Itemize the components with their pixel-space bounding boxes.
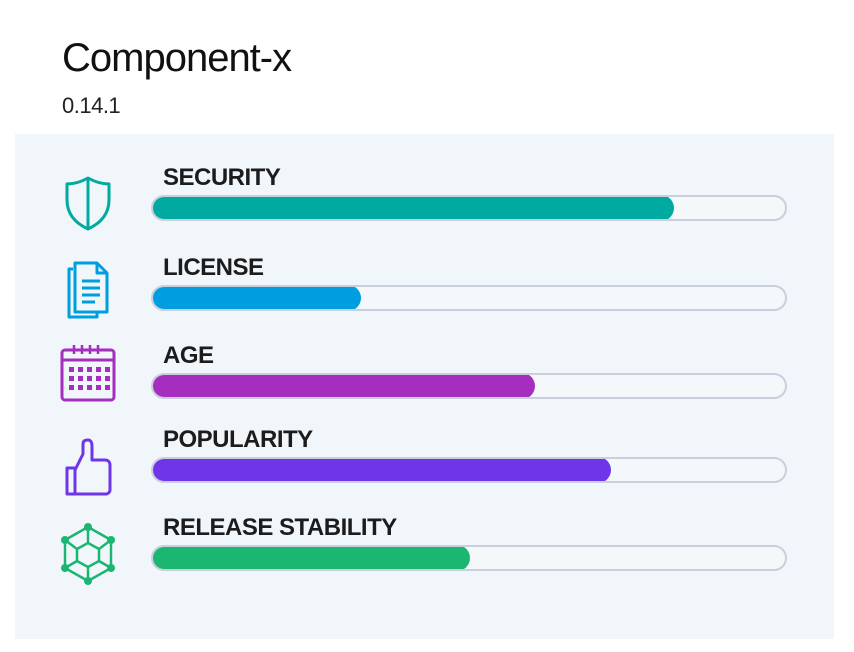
metric-security: SECURITY <box>15 164 834 234</box>
metric-release-stability: RELEASE STABILITY <box>15 514 834 587</box>
metrics-panel: SECURITY LICENSE <box>15 134 834 639</box>
metric-popularity: POPULARITY <box>15 426 834 496</box>
progress-fill <box>153 197 675 219</box>
progress-fill <box>153 547 471 569</box>
thumbs-up-icon <box>55 432 121 498</box>
progress-track <box>151 285 787 311</box>
progress-track <box>151 457 787 483</box>
metric-label: AGE <box>163 342 214 369</box>
progress-track <box>151 373 787 399</box>
document-icon <box>55 257 121 323</box>
metric-age: AGE <box>15 342 834 412</box>
component-version: 0.14.1 <box>62 93 121 118</box>
metric-label: RELEASE STABILITY <box>163 514 397 541</box>
progress-fill <box>153 287 361 309</box>
network-icon <box>55 521 121 587</box>
metric-label: LICENSE <box>163 254 264 281</box>
progress-track <box>151 545 787 571</box>
progress-fill <box>153 375 535 397</box>
metric-label: POPULARITY <box>163 426 313 453</box>
progress-fill <box>153 459 611 481</box>
metric-label: SECURITY <box>163 164 281 191</box>
metric-license: LICENSE <box>15 254 834 324</box>
progress-track <box>151 195 787 221</box>
calendar-icon <box>55 342 121 408</box>
shield-icon <box>55 170 121 236</box>
component-title: Component-x <box>62 36 292 80</box>
